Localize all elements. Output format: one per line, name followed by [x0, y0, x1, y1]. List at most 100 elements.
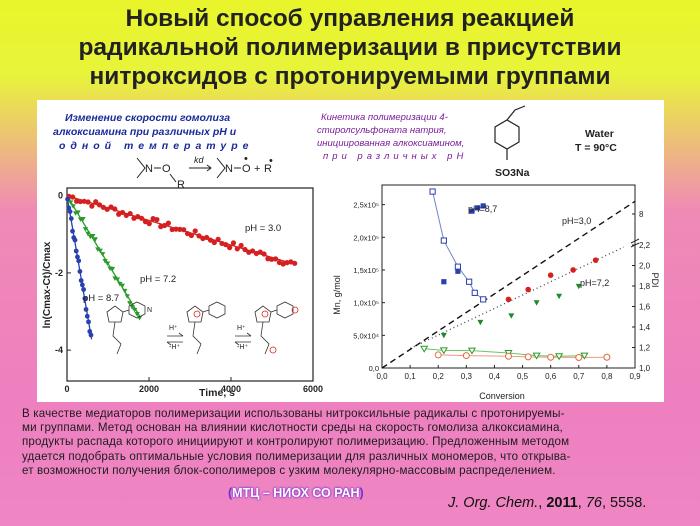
mn-point-ph30 [570, 267, 576, 273]
mn-point-ph87 [455, 268, 461, 274]
right-x-tick-label: 0,7 [573, 372, 585, 381]
mn-point-ph72 [556, 293, 563, 300]
left-chart: ln(Cmax-Ct)/Cmax Time, s 0 2000 4000 6000 -4… [42, 187, 323, 399]
left-y-tick-label: -4 [55, 345, 63, 355]
left-point-ph3 [234, 246, 240, 252]
right-x-tick-label: 0,4 [489, 372, 501, 381]
left-point-ph87 [79, 282, 85, 288]
left-heading-line: Изменение скорости гомолиза [65, 112, 230, 124]
left-point-ph72 [100, 252, 106, 257]
pdi-point-ph87 [471, 289, 478, 296]
scheme-nitrogen-2: N [225, 163, 233, 175]
radical-dot-2: • [269, 155, 273, 167]
left-point-ph3 [211, 239, 217, 246]
condition-temperature: T = 90°C [575, 142, 617, 154]
pdi-point-ph72 [439, 347, 448, 355]
left-point-ph3 [173, 226, 179, 232]
right-y2-tick-label: 1,8 [639, 282, 651, 291]
mn-point-ph30 [505, 296, 512, 303]
pdi-point-ph30 [434, 351, 442, 359]
left-point-ph87 [81, 287, 87, 292]
label-ph72: pH = 7.2 [140, 274, 176, 285]
left-point-ph72 [127, 301, 133, 306]
slide-title: Новый способ управления реакцией радикал… [20, 4, 680, 91]
left-point-ph87 [72, 237, 78, 243]
left-x-tick-label: 6000 [303, 384, 323, 394]
left-point-ph72 [85, 231, 91, 237]
left-point-ph3 [161, 222, 168, 229]
left-point-ph72 [95, 247, 101, 252]
right-y-tick-label: 1,5x10⁵ [353, 266, 379, 275]
condition-water: Water [585, 128, 614, 140]
left-point-ph3 [196, 233, 202, 239]
left-point-ph3 [269, 256, 275, 262]
left-point-ph3 [112, 206, 118, 212]
pdi-point-ph87 [440, 237, 447, 244]
scheme-r-2: R [264, 163, 272, 175]
left-x-tick-label: 0 [64, 384, 69, 394]
right-y2-tick-label: 1,6 [639, 303, 651, 312]
left-point-ph72 [117, 281, 123, 287]
left-point-ph72 [122, 288, 128, 294]
left-point-ph3 [292, 260, 298, 266]
journal-reference: J. Org. Chem., 2011, 76, 5558. [448, 495, 647, 511]
minus-hplus-label-2: -H⁺ [237, 344, 248, 351]
left-point-ph72 [114, 277, 121, 282]
left-point-ph3 [100, 204, 106, 210]
mn-point-ph72 [575, 283, 582, 290]
right-y2-tick-label: 2,0 [639, 262, 651, 271]
left-point-ph3 [127, 210, 133, 217]
right-x-axis-label: Conversion [479, 391, 525, 401]
right-x-tick-label: 0,3 [461, 372, 473, 381]
left-x-axis-label: Time, s [199, 387, 235, 399]
right-heading-line: стиролсульфоната натрия, [317, 125, 446, 136]
left-point-ph3 [77, 198, 83, 205]
mn-point-ph72 [508, 313, 515, 319]
left-point-ph87 [68, 216, 74, 221]
scheme-plus: + [254, 163, 260, 175]
left-point-ph3 [108, 204, 114, 210]
left-point-ph3 [142, 219, 149, 225]
right-x-tick-label: 0,5 [517, 372, 529, 381]
left-point-ph3 [181, 227, 187, 233]
left-point-ph87 [73, 248, 79, 254]
left-point-ph72 [75, 210, 81, 215]
structure-1: N [106, 301, 152, 355]
mn-point-ph72 [477, 319, 484, 326]
caption: В качестве медиаторов полимеризации испо… [22, 407, 682, 478]
radical-dot: • [244, 153, 248, 165]
right-x-tick-label: 0,1 [405, 372, 417, 381]
scheme-r: R [177, 179, 185, 191]
pdi-point-ph87 [429, 188, 436, 195]
left-point-ph87 [82, 296, 88, 301]
left-point-ph87 [77, 268, 83, 274]
right-plot-frame [381, 184, 636, 369]
left-x-tick-label: 4000 [221, 384, 241, 394]
right-y-tick-label: 5,0x10⁴ [353, 331, 379, 340]
left-point-ph3 [230, 240, 237, 246]
left-point-ph3 [89, 203, 95, 209]
structure-3 [254, 301, 299, 355]
left-point-ph3 [96, 202, 103, 208]
label-ph87: pH = 8.7 [83, 293, 119, 304]
journal-year: 2011 [546, 495, 578, 511]
caption-line: удается подобрать оптимальные условия по… [22, 449, 571, 463]
left-point-ph3 [188, 232, 194, 239]
figure-svg: Изменение скорости гомолиза алкоксиамина… [42, 105, 660, 401]
right-heading-line: Кинетика полимеризации 4- [321, 112, 448, 123]
left-point-ph3 [165, 220, 172, 226]
left-point-ph72 [102, 259, 108, 264]
left-x-tick-label: 2000 [139, 384, 159, 394]
scheme-oxygen: O [162, 163, 171, 175]
atom-n: N [147, 307, 152, 314]
left-point-ph87 [88, 332, 94, 338]
title-line: радикальной полимеризации в присутствии [78, 34, 622, 61]
left-point-ph72 [68, 200, 74, 205]
left-point-ph72 [90, 233, 96, 239]
left-point-ph3 [93, 199, 99, 205]
pdi-point-ph87 [480, 296, 487, 303]
left-point-ph3 [238, 242, 244, 249]
left-point-ph87 [78, 278, 84, 283]
pdi-point-ph72 [420, 345, 429, 353]
